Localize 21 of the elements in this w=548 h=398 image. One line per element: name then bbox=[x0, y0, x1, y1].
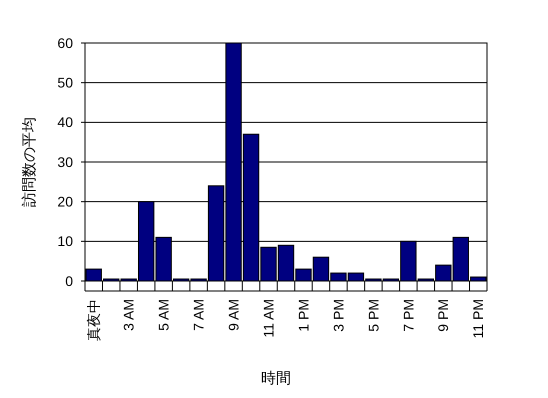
y-axis-title: 訪問数の平均 bbox=[21, 117, 38, 207]
x-tick-label: 11 PM bbox=[470, 299, 486, 338]
y-tick-label: 30 bbox=[57, 154, 74, 170]
x-tick-label: 7 AM bbox=[190, 299, 207, 331]
y-tick-label: 50 bbox=[57, 74, 74, 91]
x-axis-title: 時間 bbox=[261, 370, 291, 387]
x-tick-label: 真夜中 bbox=[86, 299, 102, 341]
x-tick-label: 11 AM bbox=[260, 299, 276, 338]
y-tick-label: 0 bbox=[65, 272, 74, 289]
x-tick-label: 5 AM bbox=[156, 299, 172, 331]
y-tick-label: 40 bbox=[57, 114, 74, 130]
x-tick-label: 3 AM bbox=[120, 299, 137, 331]
x-tick-label: 9 PM bbox=[435, 299, 452, 332]
x-tick-label: 1 PM bbox=[295, 299, 312, 332]
x-tick-label: 7 PM bbox=[400, 299, 416, 332]
y-tick-label: 10 bbox=[57, 233, 74, 250]
x-tick-label: 5 PM bbox=[365, 299, 382, 332]
x-tick-label: 3 PM bbox=[330, 299, 346, 332]
x-tick-label: 9 AM bbox=[225, 299, 242, 331]
y-tick-label: 60 bbox=[57, 34, 74, 51]
y-tick-label: 20 bbox=[57, 194, 74, 210]
